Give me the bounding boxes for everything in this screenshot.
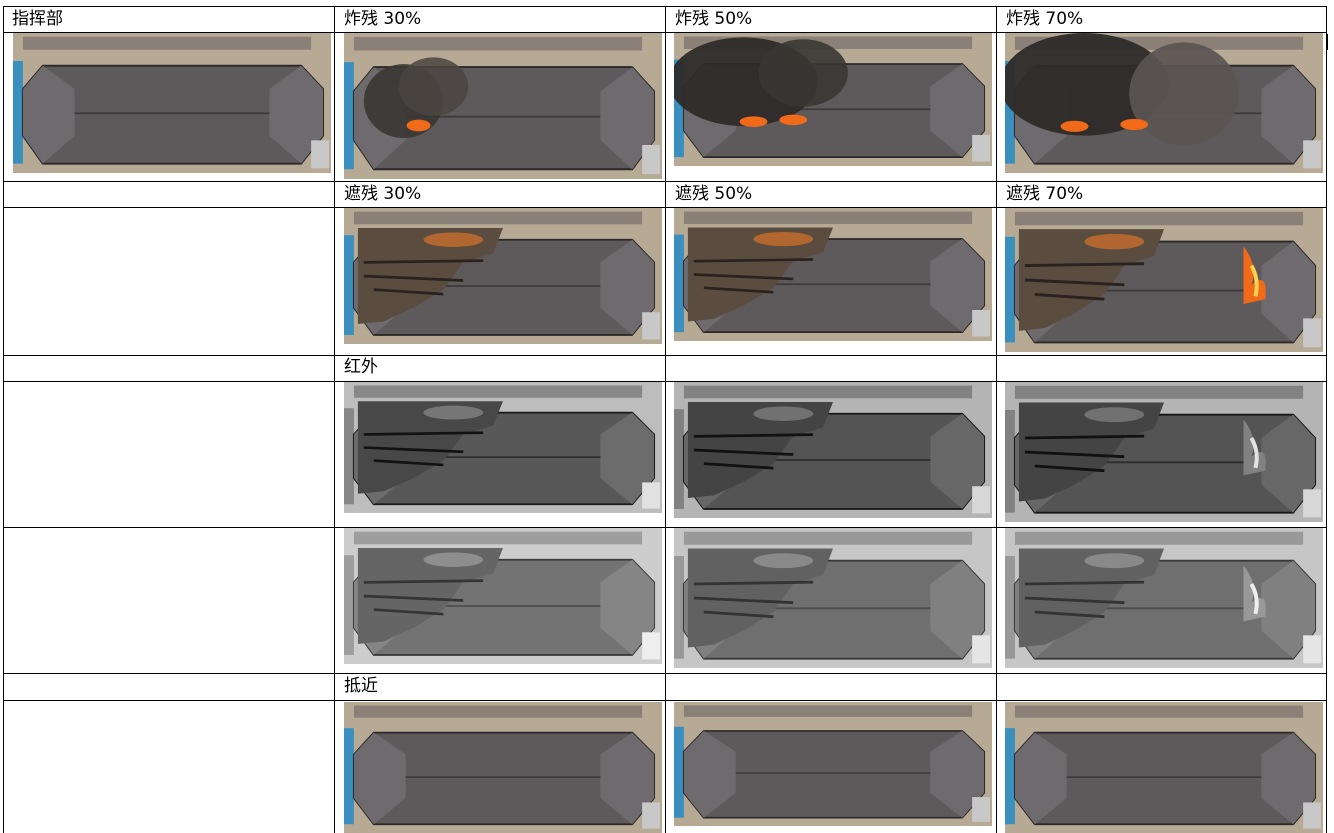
approach-1-image xyxy=(344,702,662,833)
approach-2-image xyxy=(674,702,992,826)
command-post-label: 指挥部 xyxy=(12,9,63,29)
comparison-table: 指挥部 炸残 30% 炸残 50% 炸残 70% 遮残 30% 遮残 50% 遮… xyxy=(3,6,1327,833)
text-cursor xyxy=(1326,34,1328,50)
occlusion-50-image xyxy=(674,208,992,341)
table-border-left xyxy=(3,6,4,833)
table-row-divider xyxy=(3,207,1327,208)
occlusion-70-image xyxy=(1005,208,1323,352)
table-column-divider xyxy=(665,6,666,833)
occlusion-70-label: 遮残 70% xyxy=(1006,184,1084,204)
blast-50-image xyxy=(674,33,992,166)
infrared-b-30-image xyxy=(344,528,662,664)
table-border-right xyxy=(1326,6,1327,833)
table-row-divider xyxy=(3,32,1327,33)
table-column-divider xyxy=(334,6,335,833)
table-column-divider xyxy=(996,6,997,833)
approach-label: 抵近 xyxy=(344,676,378,696)
blast-30-label: 炸残 30% xyxy=(344,9,422,29)
table-row-divider xyxy=(3,355,1327,356)
blast-30-image xyxy=(344,33,662,179)
table-row-divider xyxy=(3,181,1327,182)
table-row-divider xyxy=(3,700,1327,701)
infrared-b-70-image xyxy=(1005,528,1323,668)
approach-3-image xyxy=(1005,702,1323,833)
aerial-command-post-image xyxy=(13,33,331,173)
table-row-divider xyxy=(3,527,1327,528)
infrared-70-image xyxy=(1005,382,1323,522)
blast-70-label: 炸残 70% xyxy=(1006,9,1084,29)
occlusion-30-image xyxy=(344,208,662,344)
occlusion-30-label: 遮残 30% xyxy=(344,184,422,204)
infrared-30-image xyxy=(344,382,662,513)
infrared-b-50-image xyxy=(674,528,992,668)
table-row-divider xyxy=(3,381,1327,382)
blast-50-label: 炸残 50% xyxy=(675,9,753,29)
table-border-top xyxy=(3,6,1327,7)
occlusion-50-label: 遮残 50% xyxy=(675,184,753,204)
table-row-divider xyxy=(3,673,1327,674)
infrared-50-image xyxy=(674,382,992,518)
blast-70-image xyxy=(1005,33,1323,173)
infrared-label: 红外 xyxy=(344,357,378,377)
